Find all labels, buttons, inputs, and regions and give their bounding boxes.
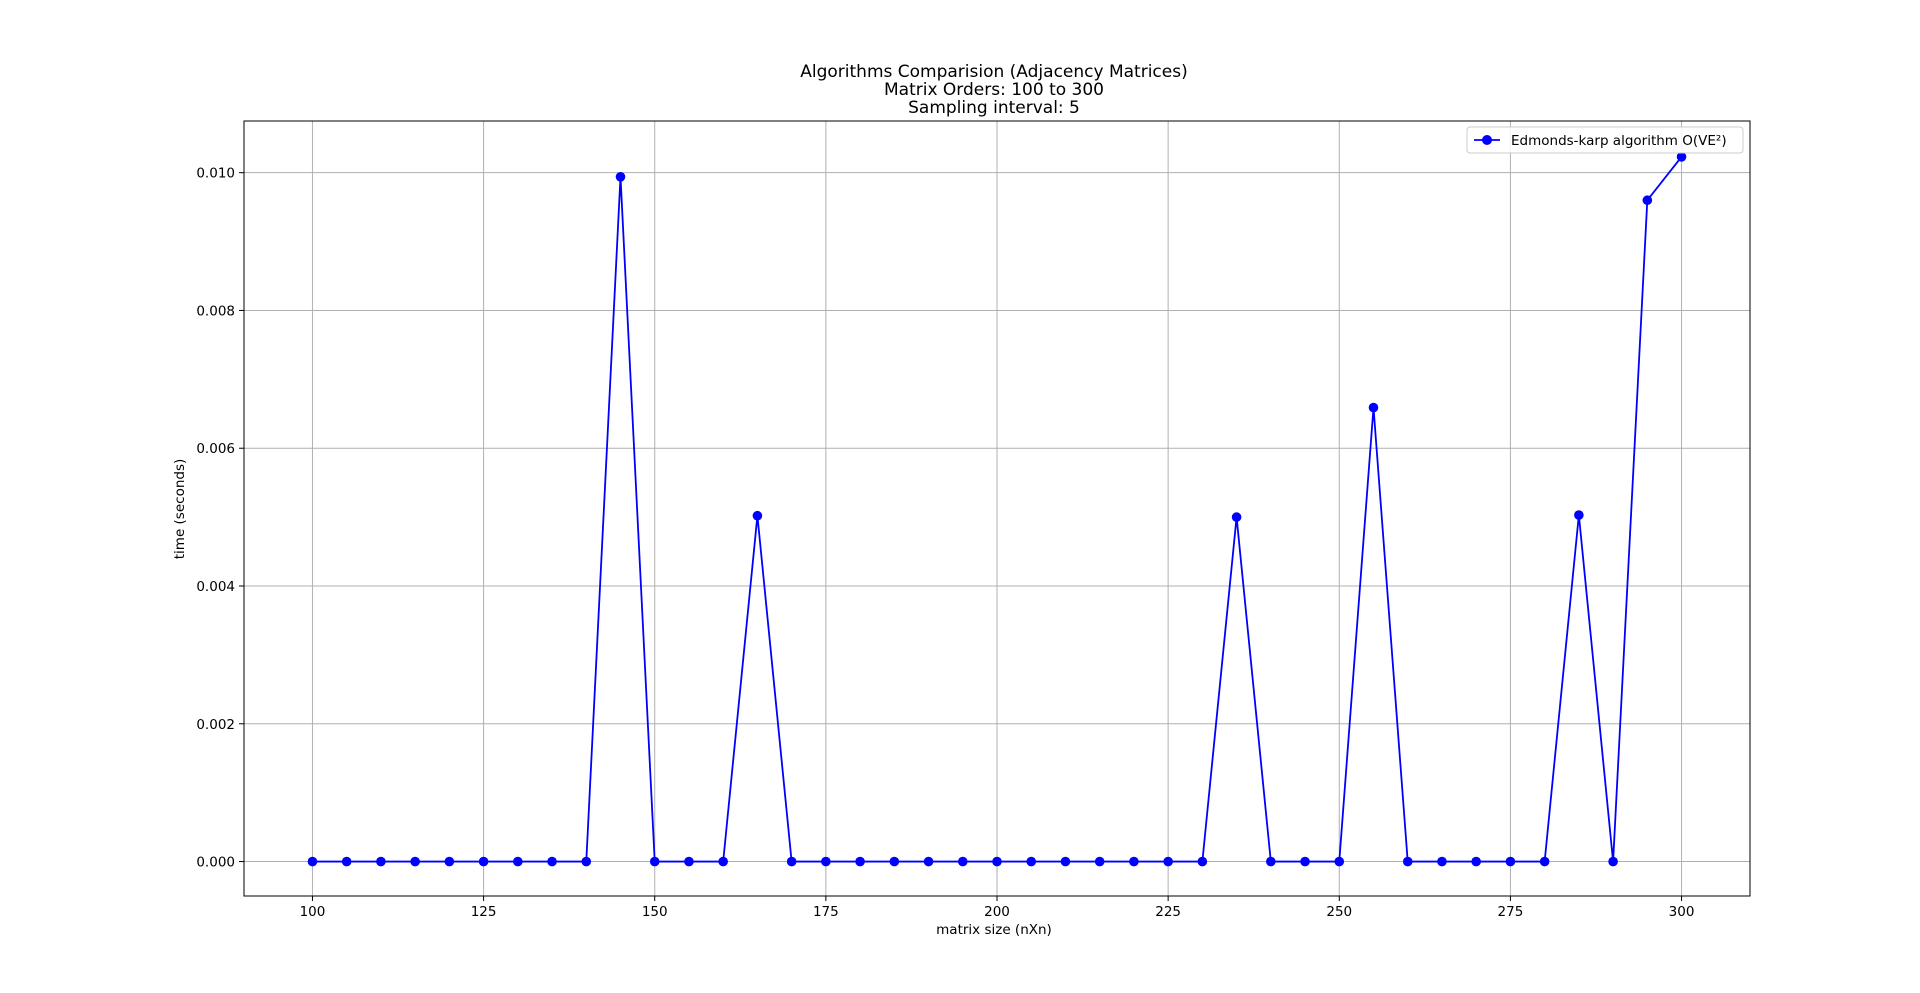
data-point (410, 856, 420, 867)
data-point (1642, 195, 1653, 206)
data-point (1163, 856, 1173, 867)
y-tick-label: 0.010 (196, 166, 235, 182)
data-point (376, 856, 386, 867)
x-tick-label: 300 (1669, 904, 1695, 920)
y-tick-label: 0.002 (196, 717, 235, 733)
data-point (1608, 856, 1618, 867)
data-point (341, 856, 352, 867)
chart-title: Algorithms Comparision (Adjacency Matric… (800, 62, 1187, 118)
x-tick-label: 125 (471, 904, 497, 920)
legend: Edmonds-karp algorithm O(VE²) (1466, 126, 1744, 154)
data-point (1266, 856, 1276, 867)
data-point (1368, 402, 1379, 413)
data-point (1094, 856, 1105, 867)
data-point (444, 856, 455, 867)
y-tick-label: 0.000 (196, 855, 235, 871)
data-point (1060, 856, 1071, 867)
legend-box (1466, 126, 1744, 154)
x-axis-label: matrix size (nXn) (936, 922, 1052, 938)
legend-label: Edmonds-karp algorithm O(VE²) (1511, 133, 1727, 149)
data-point (615, 172, 626, 182)
data-point (513, 856, 523, 867)
x-axis-ticks: 100 125 150 175 200 225 250 275 300 (300, 896, 1695, 920)
x-tick-label: 275 (1498, 904, 1524, 920)
data-point (1471, 856, 1481, 867)
x-tick-label: 175 (813, 904, 839, 920)
data-point (786, 856, 797, 867)
data-point (752, 510, 763, 521)
data-point (957, 856, 968, 867)
y-axis-label: time (seconds) (172, 459, 188, 560)
data-point (478, 856, 489, 867)
chart-title-line-2: Matrix Orders: 100 to 300 (884, 80, 1104, 100)
legend-point-marker (1482, 135, 1492, 145)
data-point (1505, 856, 1516, 867)
data-point (1300, 856, 1310, 867)
data-point (1129, 856, 1139, 867)
data-point (1197, 856, 1208, 867)
data-point (889, 856, 900, 867)
data-point (1402, 856, 1413, 867)
y-tick-label: 0.008 (196, 303, 235, 319)
x-tick-label: 100 (300, 904, 326, 920)
y-axis-ticks: 0.000 0.002 0.004 0.006 0.008 0.010 (196, 166, 244, 871)
series-group (307, 152, 1687, 867)
y-tick-label: 0.004 (196, 579, 235, 595)
data-point (1574, 510, 1584, 520)
data-point (1437, 856, 1447, 867)
data-point (1026, 856, 1037, 867)
x-tick-label: 200 (984, 904, 1010, 920)
grid (244, 121, 1750, 896)
data-point (992, 856, 1002, 867)
chart-title-line-3: Sampling interval: 5 (908, 98, 1080, 118)
data-point (581, 856, 592, 867)
x-tick-label: 150 (642, 904, 668, 920)
x-tick-label: 225 (1155, 904, 1181, 920)
data-point (684, 856, 694, 867)
data-point (649, 856, 660, 867)
data-point (1334, 856, 1345, 867)
y-tick-label: 0.006 (196, 441, 235, 457)
data-point (1676, 152, 1687, 162)
data-point (923, 856, 934, 867)
data-point (547, 856, 557, 867)
data-point (855, 856, 865, 867)
data-point (718, 856, 728, 867)
chart-title-line-1: Algorithms Comparision (Adjacency Matric… (800, 62, 1187, 82)
data-point (1231, 512, 1242, 522)
data-point (307, 856, 318, 867)
x-tick-label: 250 (1326, 904, 1352, 920)
data-point (1539, 856, 1550, 867)
data-point (821, 856, 831, 867)
